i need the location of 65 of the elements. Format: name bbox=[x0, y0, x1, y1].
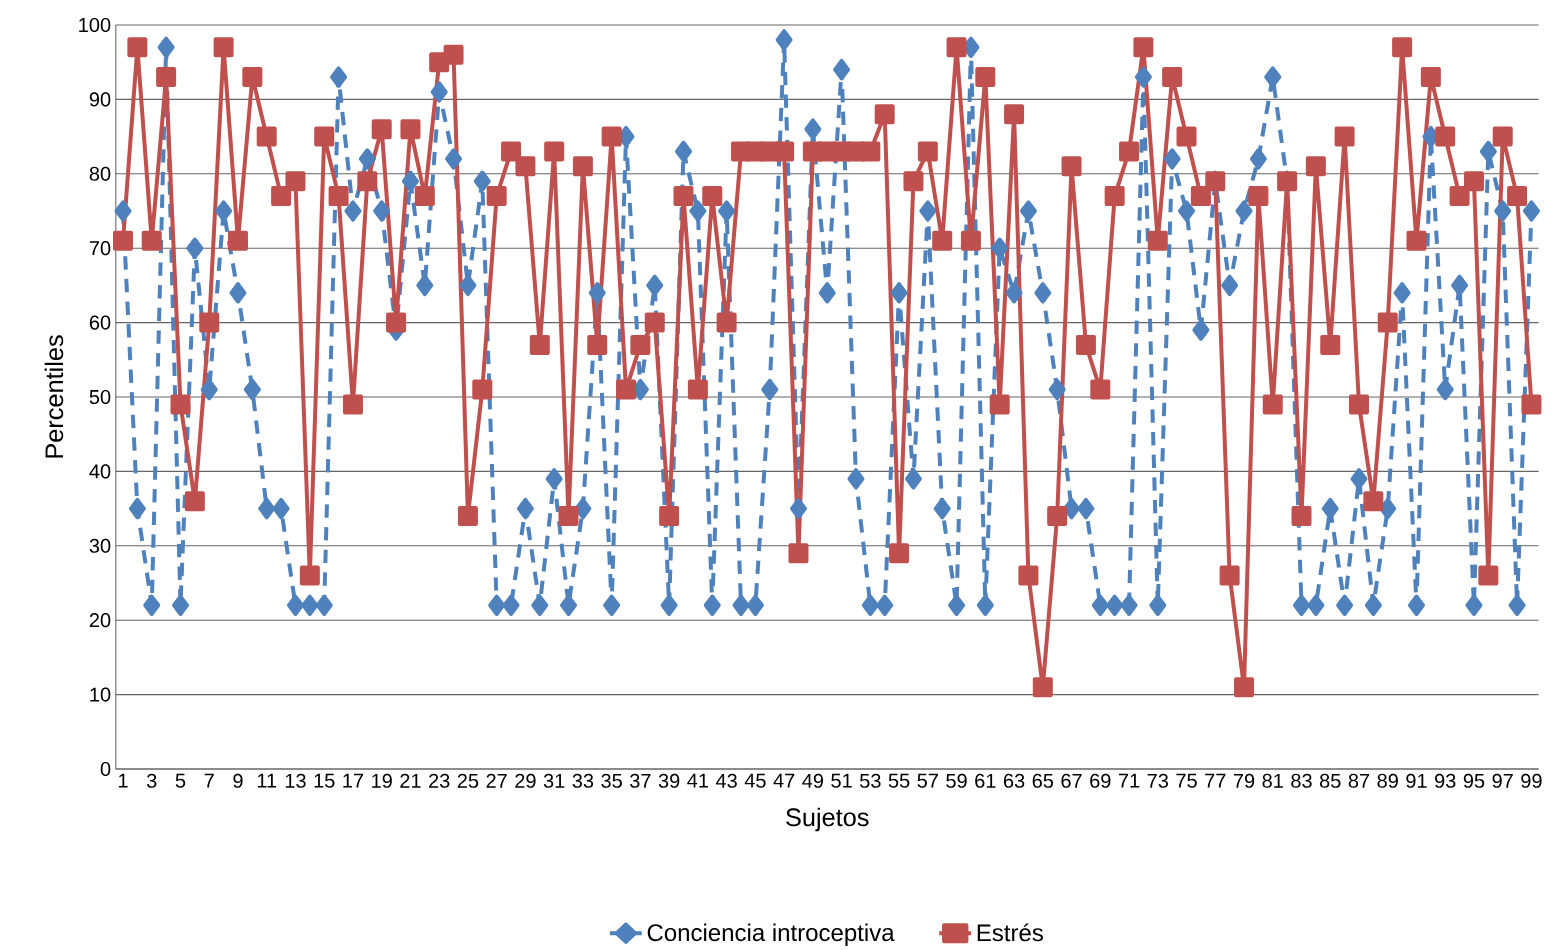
x-tick-label: 65 bbox=[1032, 773, 1054, 788]
y-tick-label: 80 bbox=[89, 166, 111, 181]
x-tick-label: 83 bbox=[1291, 773, 1312, 788]
x-tick-label: 93 bbox=[1435, 773, 1456, 788]
x-tick-label: 63 bbox=[1003, 773, 1025, 788]
legend-label: Estrés bbox=[977, 923, 1043, 942]
x-tick-label: 91 bbox=[1406, 773, 1427, 788]
x-tick-label: 41 bbox=[687, 773, 709, 788]
x-tick-label: 25 bbox=[457, 773, 479, 788]
y-tick-label: 100 bbox=[79, 17, 111, 33]
x-tick-label: 77 bbox=[1205, 773, 1226, 788]
x-tick-label: 53 bbox=[860, 773, 881, 788]
x-axis-title: Sujetos bbox=[786, 807, 869, 832]
x-tick-label: 57 bbox=[917, 773, 938, 788]
y-tick-label: 30 bbox=[89, 538, 111, 553]
x-tick-label: 39 bbox=[658, 773, 680, 788]
x-tick-label: 45 bbox=[744, 773, 766, 788]
x-tick-label: 5 bbox=[175, 773, 186, 788]
x-tick-label: 51 bbox=[831, 773, 852, 788]
x-tick-label: 67 bbox=[1061, 773, 1082, 788]
x-tick-label: 23 bbox=[429, 773, 450, 788]
y-tick-label: 70 bbox=[89, 241, 111, 256]
x-tick-label: 29 bbox=[515, 773, 536, 788]
x-tick-label: 59 bbox=[946, 773, 967, 788]
x-tick-label: 79 bbox=[1233, 773, 1255, 788]
x-tick-label: 47 bbox=[773, 773, 795, 788]
x-tick-label: 95 bbox=[1463, 773, 1485, 788]
y-tick-label: 10 bbox=[90, 687, 111, 702]
x-tick-label: 55 bbox=[888, 773, 910, 788]
y-axis-title: Percentiles bbox=[44, 335, 64, 458]
y-tick-label: 20 bbox=[89, 613, 111, 628]
x-tick-label: 27 bbox=[486, 773, 507, 788]
x-tick-label: 7 bbox=[204, 773, 214, 788]
x-tick-label: 21 bbox=[400, 773, 421, 788]
y-tick-label: 50 bbox=[89, 389, 111, 405]
x-tick-label: 85 bbox=[1320, 773, 1341, 788]
y-tick-label: 90 bbox=[89, 92, 111, 107]
x-tick-label: 31 bbox=[543, 773, 565, 788]
x-tick-label: 13 bbox=[285, 773, 306, 788]
y-tick-label: 60 bbox=[89, 315, 111, 330]
x-tick-label: 11 bbox=[257, 773, 277, 788]
x-tick-label: 17 bbox=[343, 773, 364, 788]
x-tick-label: 81 bbox=[1262, 773, 1283, 788]
x-tick-label: 99 bbox=[1521, 773, 1542, 788]
x-tick-label: 43 bbox=[715, 773, 737, 788]
x-tick-label: 69 bbox=[1090, 773, 1111, 788]
x-tick-label: 33 bbox=[572, 773, 594, 788]
x-tick-label: 87 bbox=[1348, 773, 1370, 788]
x-tick-label: 3 bbox=[146, 773, 157, 788]
y-tick-label: 40 bbox=[89, 464, 111, 479]
x-tick-label: 37 bbox=[630, 773, 651, 788]
x-tick-label: 89 bbox=[1377, 773, 1398, 788]
y-tick-label: 0 bbox=[100, 761, 111, 777]
x-tick-label: 73 bbox=[1147, 773, 1169, 788]
x-tick-label: 35 bbox=[601, 773, 622, 788]
legend-label: Conciencia introceptiva bbox=[647, 923, 895, 946]
x-tick-label: 97 bbox=[1492, 773, 1513, 788]
x-tick-label: 1 bbox=[118, 773, 128, 788]
x-tick-label: 75 bbox=[1176, 773, 1197, 788]
x-tick-label: 9 bbox=[233, 773, 243, 788]
x-tick-label: 49 bbox=[802, 773, 824, 788]
x-tick-label: 15 bbox=[314, 773, 335, 788]
x-tick-label: 19 bbox=[372, 773, 392, 788]
x-tick-label: 71 bbox=[1118, 773, 1140, 788]
x-tick-label: 61 bbox=[975, 773, 996, 788]
